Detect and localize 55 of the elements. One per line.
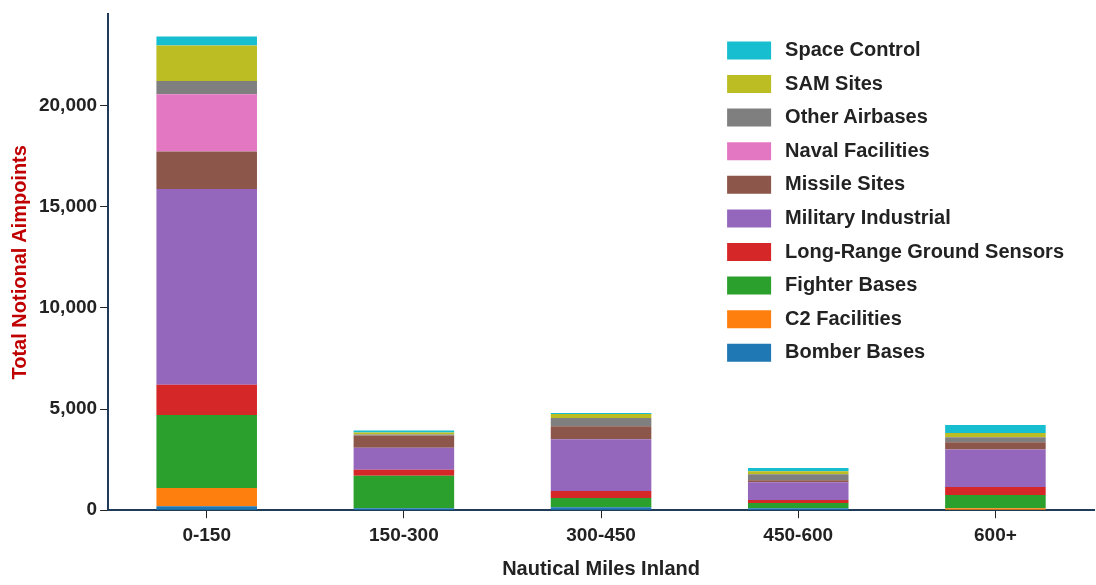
bar xyxy=(945,437,1046,443)
bar xyxy=(945,433,1046,438)
bar xyxy=(747,500,849,504)
bar xyxy=(156,94,257,152)
y-tick-label: 5,000 xyxy=(49,397,98,419)
y-tick-label: 0 xyxy=(86,498,98,520)
bar xyxy=(353,475,455,509)
y-tick-label: 15,000 xyxy=(38,194,98,216)
bar xyxy=(156,384,257,416)
bar xyxy=(353,447,455,470)
bar xyxy=(550,498,652,508)
legend-label: SAM Sites xyxy=(785,71,883,94)
bar xyxy=(945,449,1046,487)
bar xyxy=(747,503,849,509)
x-axis-title: Nautical Miles Inland xyxy=(502,556,700,579)
bar xyxy=(156,189,257,385)
bar xyxy=(945,442,1046,450)
legend-label: Military Industrial xyxy=(785,205,951,228)
legend-label: Naval Facilities xyxy=(785,138,930,161)
legend-label: Other Airbases xyxy=(785,105,928,128)
bar xyxy=(550,418,652,427)
bar xyxy=(156,80,257,95)
x-tick-label: 150-300 xyxy=(369,523,439,545)
bar xyxy=(550,439,652,491)
bar xyxy=(156,487,257,507)
bar xyxy=(156,506,257,510)
legend-label: Missile Sites xyxy=(785,172,906,195)
x-tick-label: 0-150 xyxy=(182,523,232,545)
bar xyxy=(156,415,257,488)
legend-label: Long-Range Ground Sensors xyxy=(785,239,1065,262)
bar xyxy=(747,480,849,483)
bar xyxy=(747,482,849,501)
bar xyxy=(747,474,849,481)
legend-label: Space Control xyxy=(785,37,921,60)
bar xyxy=(550,426,652,440)
bar xyxy=(550,490,652,499)
bar xyxy=(353,435,455,448)
legend-label: Fighter Bases xyxy=(785,273,918,296)
bar xyxy=(945,486,1046,496)
x-tick-label: 300-450 xyxy=(566,523,636,545)
bar xyxy=(156,36,257,46)
x-tick-label: 600+ xyxy=(974,523,1017,545)
bar xyxy=(945,495,1046,509)
y-axis-title: Total Notional Aimpoints xyxy=(7,145,30,380)
bar xyxy=(550,414,652,419)
y-tick-label: 20,000 xyxy=(38,93,98,115)
bar xyxy=(945,425,1046,434)
legend-label: C2 Facilities xyxy=(785,306,902,329)
bar xyxy=(550,507,652,510)
x-tick-label: 450-600 xyxy=(763,523,834,545)
bar xyxy=(353,469,455,476)
bar xyxy=(156,151,257,190)
bar xyxy=(156,45,257,81)
y-tick-label: 10,000 xyxy=(38,296,98,318)
legend-label: Bomber Bases xyxy=(785,340,926,363)
